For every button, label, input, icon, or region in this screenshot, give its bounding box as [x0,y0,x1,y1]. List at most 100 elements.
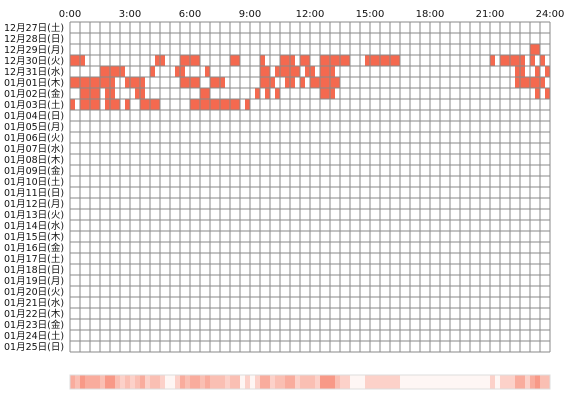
activity-block [300,77,305,88]
density-cell [275,375,281,389]
density-cell [260,375,266,389]
x-tick-label: 3:00 [119,9,141,20]
activity-block [190,99,240,110]
density-cell [435,375,441,389]
x-tick-label: 15:00 [356,9,385,20]
density-cell [480,375,486,389]
density-cell [495,375,501,389]
day-labels: 12月27日(土)12月28日(日)12月29日(月)12月30日(火)12月3… [4,22,64,353]
density-cell [185,375,191,389]
density-cell [360,375,366,389]
day-label: 01月05日(月) [4,122,64,133]
density-cell [450,375,456,389]
density-cell [380,375,386,389]
density-cell [525,375,531,389]
density-cell [90,375,96,389]
activity-block [210,77,225,88]
day-label: 01月21日(水) [4,297,64,309]
day-label: 01月22日(木) [4,308,64,320]
density-cell [410,375,416,389]
density-cell [355,375,361,389]
activity-block [110,99,120,110]
density-cell [145,375,151,389]
density-cell [400,375,406,389]
density-cell [385,375,391,389]
day-label: 01月19日(月) [4,276,64,287]
density-cell [125,375,131,389]
density-cell [405,375,411,389]
day-label: 01月16日(金) [4,242,64,254]
activity-block [70,77,115,88]
day-label: 01月17日(土) [4,253,64,265]
day-label: 01月01日(木) [4,77,64,89]
day-label: 01月11日(日) [4,188,64,199]
activity-block [540,55,545,66]
activity-block [530,55,535,66]
density-cell [85,375,91,389]
activity-block [530,44,540,55]
activity-block [70,99,75,110]
density-cell [535,375,541,389]
density-cell [180,375,186,389]
activity-block [535,66,540,77]
density-cell [265,375,271,389]
density-cell [215,375,221,389]
density-cell [390,375,396,389]
day-label: 01月13日(火) [4,210,64,221]
activity-block [320,55,350,66]
density-cell [295,375,301,389]
activity-block [545,66,550,77]
density-cell [430,375,436,389]
density-cell [115,375,121,389]
density-cell [135,375,141,389]
density-cell [320,375,326,389]
density-cell [95,375,101,389]
density-cell [510,375,516,389]
x-tick-label: 0:00 [59,9,81,20]
density-cell [490,375,496,389]
density-cell [420,375,426,389]
activity-block [200,88,210,99]
density-cell [220,375,226,389]
x-tick-label: 9:00 [239,9,261,20]
activity-block [255,88,260,99]
density-cell [110,375,116,389]
activity-block [265,88,270,99]
x-tick-label: 18:00 [416,9,445,20]
density-cell [475,375,481,389]
activity-block [275,66,300,77]
density-cell [175,375,181,389]
density-cell [325,375,331,389]
density-cell [80,375,86,389]
density-cell [270,375,276,389]
density-cell [280,375,286,389]
activity-block [245,99,250,110]
density-cell [500,375,506,389]
x-tick-label: 6:00 [179,9,201,20]
day-label: 01月07日(水) [4,143,64,155]
activity-block [125,77,145,88]
density-cell [465,375,471,389]
density-cell [365,375,371,389]
density-cell [315,375,321,389]
density-cell [250,375,256,389]
activity-block [150,66,155,77]
day-label: 01月12日(月) [4,199,64,210]
day-label: 12月27日(土) [4,22,64,34]
density-cell [530,375,536,389]
day-label: 01月20日(火) [4,287,64,298]
x-tick-label: 12:00 [296,9,325,20]
day-label: 01月18日(日) [4,265,64,276]
density-cell [515,375,521,389]
density-cell [285,375,291,389]
density-cell [485,375,491,389]
density-cell [150,375,156,389]
density-cell [245,375,251,389]
day-label: 12月29日(月) [4,45,64,56]
density-cell [415,375,421,389]
density-cell [70,375,76,389]
density-cell [545,375,551,389]
activity-block [500,55,525,66]
activity-block [85,99,100,110]
